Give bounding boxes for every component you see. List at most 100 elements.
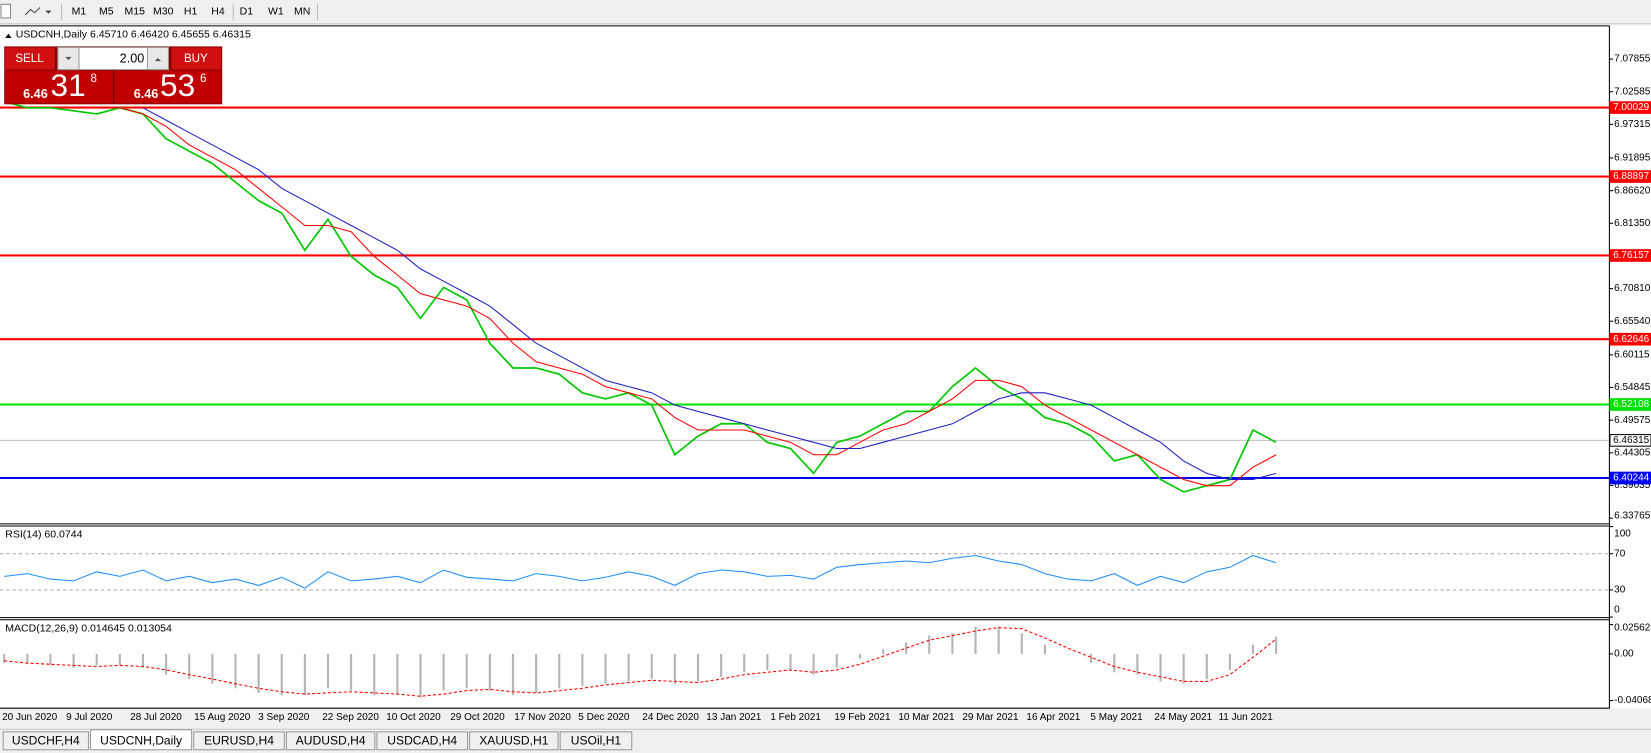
tab[interactable] <box>193 731 285 751</box>
timeframe-button[interactable]: M1 <box>72 5 87 17</box>
tab[interactable] <box>469 731 559 751</box>
y-tick-label: 6.70810 <box>1614 283 1651 294</box>
tab[interactable] <box>376 731 469 751</box>
charts: USDCNH,Daily 6.45710 6.46420 6.45655 6.4… <box>0 29 1651 723</box>
tab[interactable] <box>2 731 89 751</box>
ask-pips[interactable]: 53 <box>160 67 195 103</box>
y-tick-label: 70 <box>1614 548 1626 559</box>
macd-histogram-bar <box>396 653 399 696</box>
collapse-arrow[interactable] <box>5 33 12 38</box>
volume-value[interactable]: 2.00 <box>120 51 145 65</box>
macd-histogram-bar <box>1275 636 1278 654</box>
toolbar-dropdown[interactable] <box>45 10 52 14</box>
x-tick-label: 3 Sep 2020 <box>258 712 310 723</box>
x-tick-label: 20 Jun 2020 <box>2 712 57 723</box>
macd-histogram-bar <box>535 653 538 693</box>
tab-label[interactable]: USDCNH,Daily <box>100 734 183 748</box>
macd-histogram-bar <box>812 653 815 675</box>
y-tick-label: 0.00 <box>1614 649 1634 660</box>
bid-box[interactable] <box>5 70 113 104</box>
x-tick-label: 16 Apr 2021 <box>1026 712 1080 723</box>
tab-label[interactable]: AUDUSD,H4 <box>296 734 366 748</box>
ask-point[interactable]: 6 <box>200 73 206 85</box>
macd-histogram-bar <box>673 653 676 684</box>
x-tick-label: 5 May 2021 <box>1090 712 1143 723</box>
macd-histogram-bar <box>1113 653 1116 673</box>
buy-label[interactable]: BUY <box>184 53 208 65</box>
timeframe-button[interactable]: W1 <box>268 5 284 17</box>
tab-label[interactable]: XAUUSD,H1 <box>479 734 548 748</box>
tab-active[interactable] <box>90 729 193 751</box>
ask-box[interactable] <box>114 70 222 104</box>
x-tick-label: 9 Jul 2020 <box>66 712 113 723</box>
indicator-title: RSI(14) 60.0744 <box>5 529 82 541</box>
macd-histogram-bar <box>627 653 630 682</box>
x-tick-label: 5 Dec 2020 <box>578 712 630 723</box>
price-line <box>3 100 1277 493</box>
timeframe-button[interactable]: H4 <box>211 5 225 17</box>
macd-histogram-bar <box>905 642 908 654</box>
y-tick-label: 6.60115 <box>1614 350 1650 361</box>
y-tick-label: 6.65540 <box>1614 316 1651 327</box>
y-tick-label: 7.07855 <box>1614 54 1651 65</box>
bid-pips[interactable]: 31 <box>51 67 86 103</box>
toolbar-icon[interactable] <box>0 3 12 19</box>
macd-histogram-bar <box>280 653 283 696</box>
tab-label[interactable]: USDCAD,H4 <box>387 734 457 748</box>
macd-signal-line <box>4 627 1277 697</box>
macd-histogram-bar <box>211 653 214 684</box>
x-tick-label: 13 Jan 2021 <box>706 712 761 723</box>
tab[interactable] <box>559 731 633 751</box>
macd-histogram-bar <box>1066 653 1070 655</box>
x-tick-label: 29 Mar 2021 <box>962 712 1019 723</box>
x-tick-label: 28 Jul 2020 <box>130 712 182 723</box>
macd-histogram-bar <box>696 653 700 682</box>
level-label: 6.40244 <box>1613 473 1650 484</box>
timeframe-button[interactable]: H1 <box>184 5 198 17</box>
tab-label[interactable]: USDCHF,H4 <box>12 734 80 748</box>
toolbar <box>0 0 1651 24</box>
macd-histogram-bar <box>257 653 260 693</box>
x-tick-label: 10 Oct 2020 <box>386 712 441 723</box>
macd-histogram-bar <box>1205 653 1208 680</box>
macd-histogram-bar <box>766 653 769 670</box>
y-tick-label: 30 <box>1614 585 1626 596</box>
buy-button[interactable] <box>171 47 222 70</box>
indicator-title: MACD(12,26,9) 0.014645 0.013054 <box>5 622 172 634</box>
x-tick-label: 29 Oct 2020 <box>450 712 505 723</box>
level-label: 6.62646 <box>1613 334 1650 345</box>
macd-histogram-bar <box>141 653 145 668</box>
macd-histogram-bar <box>789 653 792 670</box>
indicator-line <box>142 107 1277 481</box>
macd-histogram-bar <box>465 653 468 689</box>
timeframe-button[interactable]: M5 <box>99 5 114 17</box>
timeframe-button[interactable]: D1 <box>240 5 254 17</box>
tab-label[interactable]: USOil,H1 <box>571 734 622 748</box>
tab[interactable] <box>285 731 376 751</box>
level-label-box <box>1609 170 1651 183</box>
toolbar-icon[interactable] <box>24 7 41 16</box>
timeframe-button[interactable]: M30 <box>153 5 174 17</box>
x-tick-label: 24 Dec 2020 <box>642 712 699 723</box>
y-tick-label: 0 <box>1614 604 1620 615</box>
macd-histogram-bar <box>1251 644 1255 654</box>
ask-big-figure[interactable]: 6.46 <box>134 87 159 101</box>
macd-histogram-bar <box>581 653 584 686</box>
timeframe-button[interactable]: M15 <box>125 5 146 17</box>
macd-histogram-bar <box>49 653 52 666</box>
level-label: 7.00029 <box>1613 102 1650 113</box>
macd-histogram-bar <box>881 649 885 654</box>
level-label: 6.52108 <box>1613 399 1650 410</box>
y-tick-label: 6.39035 <box>1614 480 1651 491</box>
tab-label[interactable]: EURUSD,H4 <box>204 734 274 748</box>
bid-point[interactable]: 8 <box>91 73 97 85</box>
bid-big-figure[interactable]: 6.46 <box>23 87 48 101</box>
macd-histogram-bar <box>326 653 330 689</box>
sell-button[interactable] <box>5 47 55 70</box>
x-tick-label: 11 Jun 2021 <box>1218 712 1273 723</box>
timeframe-button[interactable]: MN <box>294 5 310 17</box>
macd-histogram-bar <box>604 653 607 684</box>
sell-label[interactable]: SELL <box>15 53 44 65</box>
volume-down-arrow <box>65 56 72 61</box>
